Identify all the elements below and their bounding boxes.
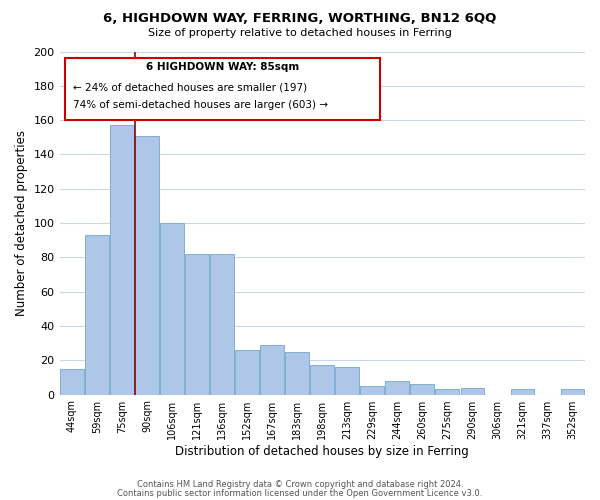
Bar <box>286 352 309 395</box>
Bar <box>335 367 359 394</box>
Bar <box>185 254 209 394</box>
Bar <box>410 384 434 394</box>
Bar <box>210 254 234 394</box>
Bar <box>135 136 159 394</box>
X-axis label: Distribution of detached houses by size in Ferring: Distribution of detached houses by size … <box>175 444 469 458</box>
Bar <box>461 388 484 394</box>
Bar <box>235 350 259 395</box>
Bar <box>560 390 584 394</box>
Text: Contains public sector information licensed under the Open Government Licence v3: Contains public sector information licen… <box>118 488 482 498</box>
Bar <box>436 390 459 394</box>
Bar <box>110 126 134 394</box>
Bar <box>260 345 284 395</box>
Bar <box>511 390 535 394</box>
Text: 74% of semi-detached houses are larger (603) →: 74% of semi-detached houses are larger (… <box>73 100 328 110</box>
Bar <box>361 386 384 394</box>
Text: 6 HIGHDOWN WAY: 85sqm: 6 HIGHDOWN WAY: 85sqm <box>146 62 299 72</box>
Bar <box>85 235 109 394</box>
Text: Contains HM Land Registry data © Crown copyright and database right 2024.: Contains HM Land Registry data © Crown c… <box>137 480 463 489</box>
Text: ← 24% of detached houses are smaller (197): ← 24% of detached houses are smaller (19… <box>73 82 307 92</box>
Y-axis label: Number of detached properties: Number of detached properties <box>15 130 28 316</box>
FancyBboxPatch shape <box>65 58 380 120</box>
Bar <box>60 369 84 394</box>
Bar <box>160 223 184 394</box>
Bar <box>310 366 334 394</box>
Text: Size of property relative to detached houses in Ferring: Size of property relative to detached ho… <box>148 28 452 38</box>
Text: 6, HIGHDOWN WAY, FERRING, WORTHING, BN12 6QQ: 6, HIGHDOWN WAY, FERRING, WORTHING, BN12… <box>103 12 497 26</box>
Bar <box>385 381 409 394</box>
